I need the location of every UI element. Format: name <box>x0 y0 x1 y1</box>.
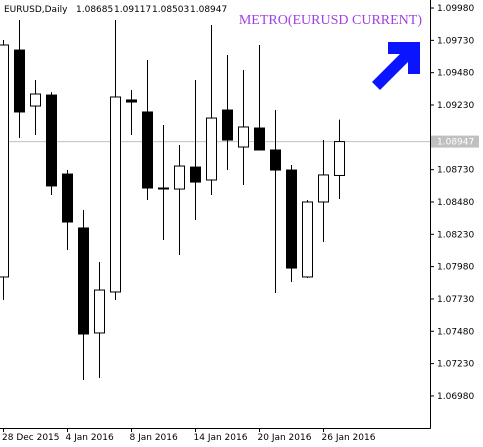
x-tick-label: 26 Jan 2016 <box>322 433 376 443</box>
current-price-label: 1.08947 <box>437 138 474 148</box>
candle-body <box>94 289 105 334</box>
y-tick-label: 1.09730 <box>437 36 474 46</box>
header-close: 1.08947 <box>190 5 227 15</box>
candle-body <box>334 141 345 176</box>
candle-body <box>270 149 281 171</box>
header-low: 1.08503 <box>152 5 189 15</box>
candle-body <box>62 173 73 223</box>
x-tick-label: 4 Jan 2016 <box>66 433 114 443</box>
symbol: EURUSD,Daily <box>4 5 68 15</box>
y-tick-label: 1.07230 <box>437 360 474 370</box>
candle-body <box>222 109 233 141</box>
chart-title: METRO(EURUSD CURRENT) <box>239 13 423 28</box>
x-tick-label: 14 Jan 2016 <box>194 433 248 443</box>
candle-body <box>174 165 185 190</box>
y-tick-label: 1.07480 <box>437 327 474 337</box>
candle-body <box>254 127 265 151</box>
y-tick-label: 1.08230 <box>437 230 474 240</box>
current-price-box <box>431 135 479 148</box>
candle-body <box>126 99 137 103</box>
candle-body <box>286 169 297 269</box>
x-tick-label: 28 Dec 2015 <box>2 433 60 443</box>
x-tick-label: 8 Jan 2016 <box>130 433 178 443</box>
x-tick-label: 20 Jan 2016 <box>258 433 312 443</box>
candle-body <box>78 227 89 335</box>
candle-body <box>142 111 153 189</box>
y-tick-label: 1.08480 <box>437 198 474 208</box>
y-tick-label: 1.08730 <box>437 166 474 176</box>
candle-body <box>318 174 329 203</box>
candle-body <box>0 44 9 278</box>
header-open: 1.08685 <box>76 5 113 15</box>
candle-body <box>190 166 201 183</box>
candle-body <box>238 126 249 148</box>
y-tick-label: 1.09480 <box>437 69 474 79</box>
candle-body <box>30 93 41 107</box>
candle-body <box>46 94 57 187</box>
candle-body <box>302 201 313 278</box>
y-tick-label: 1.07730 <box>437 295 474 305</box>
y-tick-label: 1.07980 <box>437 263 474 273</box>
candle-body <box>158 187 169 190</box>
arrow-icon <box>372 42 420 90</box>
y-tick-label: 1.09230 <box>437 101 474 111</box>
y-tick-label: 1.06980 <box>437 392 474 402</box>
candle-body <box>206 117 217 181</box>
header-high: 1.09117 <box>114 5 151 15</box>
candle-body <box>110 96 121 293</box>
y-tick-label: 1.09980 <box>437 4 474 14</box>
candle-body <box>14 49 25 113</box>
